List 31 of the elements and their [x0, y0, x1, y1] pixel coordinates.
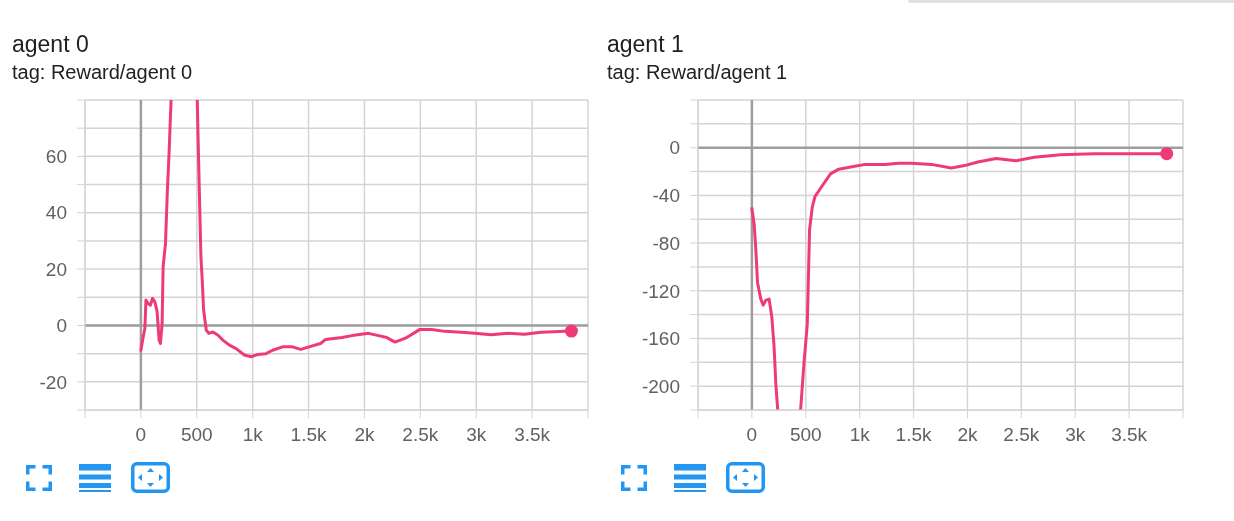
x-tick-label: 3k [1065, 424, 1086, 446]
y-tick-label: -200 [641, 375, 680, 397]
x-tick-label: 2k [354, 424, 375, 446]
y-tick-label: 60 [45, 146, 67, 168]
x-tick-label: 3.5k [1111, 424, 1148, 446]
x-tick-label: 1k [849, 424, 871, 446]
x-tick-label: 2.5k [402, 424, 439, 446]
x-tick-label: 3.5k [514, 424, 551, 446]
x-tick-label: 1k [242, 424, 264, 446]
y-tick-label: 20 [45, 258, 67, 280]
chart-title: agent 1 [607, 31, 684, 58]
y-tick-label: -20 [39, 371, 67, 393]
y-tick-label: -160 [641, 328, 680, 350]
x-tick-label: 500 [789, 424, 822, 446]
x-tick-label: 2k [957, 424, 978, 446]
y-tick-label: -120 [641, 280, 680, 302]
chart-title: agent 0 [12, 31, 89, 58]
y-tick-label: 0 [56, 315, 67, 337]
x-tick-label: 2.5k [1003, 424, 1040, 446]
x-tick-label: 0 [135, 424, 147, 446]
x-tick-label: 1.5k [895, 424, 933, 446]
y-tick-label: -80 [652, 232, 680, 254]
chart-subtitle: tag: Reward/agent 0 [12, 61, 193, 84]
x-tick-label: 0 [746, 424, 758, 446]
chart-subtitle: tag: Reward/agent 1 [607, 61, 788, 84]
y-tick-label: -40 [652, 185, 680, 207]
y-tick-label: 0 [669, 137, 680, 159]
x-tick-label: 500 [180, 424, 213, 446]
y-tick-label: 40 [45, 202, 67, 224]
x-tick-label: 3k [466, 424, 487, 446]
x-tick-label: 1.5k [290, 424, 328, 446]
